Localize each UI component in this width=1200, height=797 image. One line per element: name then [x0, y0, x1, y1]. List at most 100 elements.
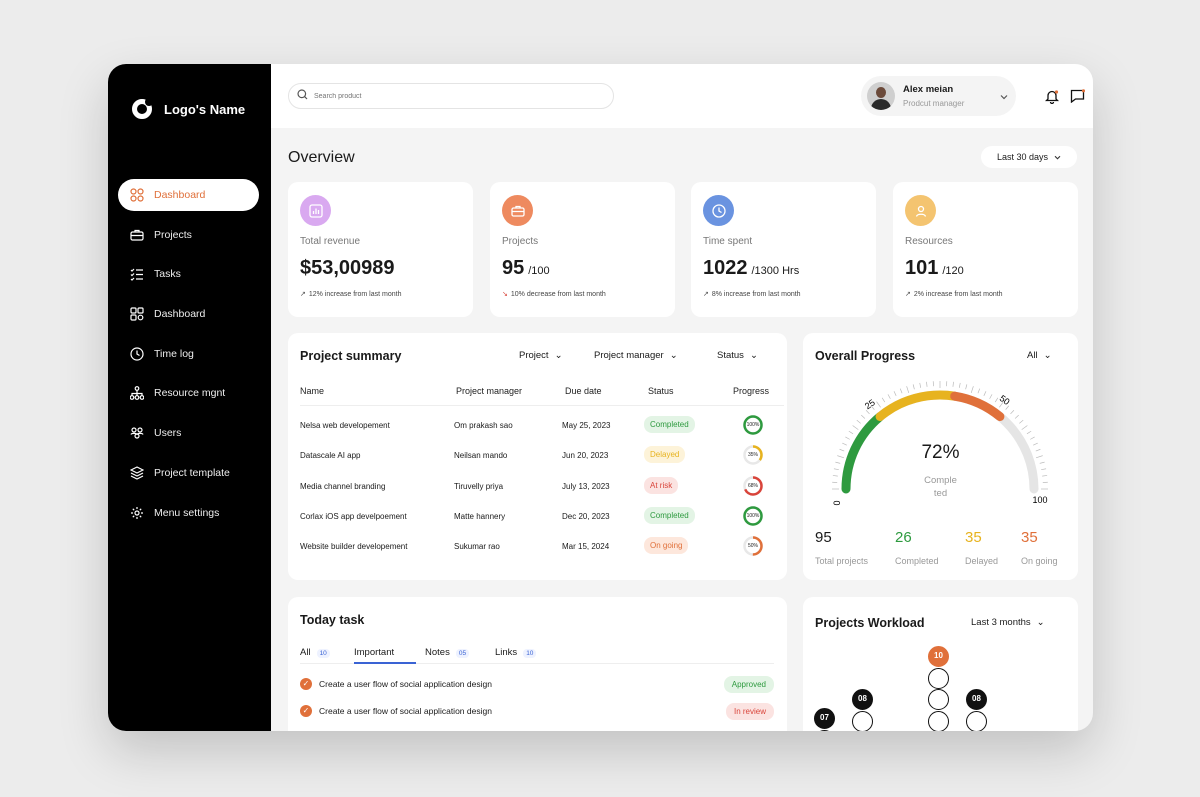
progress-label: 50%	[747, 543, 758, 550]
due-date: July 13, 2023	[562, 481, 610, 491]
workload-title: Projects Workload	[815, 616, 925, 630]
stat-trend-text: 10% decrease from last month	[510, 291, 606, 298]
status-badge: Delayed	[644, 446, 686, 464]
gauge-tick	[1039, 461, 1045, 464]
gauge-caption: Comple ted	[803, 474, 1078, 500]
check-circle-icon[interactable]: ✓	[300, 705, 312, 717]
stat-total: /100	[528, 265, 550, 277]
gauge-percent: 72%	[921, 442, 960, 463]
user-icon	[905, 195, 936, 226]
avatar	[867, 82, 895, 110]
project-filter[interactable]: Project ⌄	[519, 350, 563, 361]
briefcase-icon	[502, 195, 533, 226]
project-name: Nelsa web developement	[300, 421, 390, 430]
trend-up-icon: ↗	[703, 291, 709, 298]
table-row[interactable]: Corlax iOS app develpoement Matte hanner…	[300, 501, 784, 531]
workload-bubble-label[interactable]: 07	[814, 708, 835, 729]
stat-card: Projects 95/100 ↘ 10% decrease from last …	[490, 182, 675, 317]
stat-number: 101	[905, 257, 939, 279]
gauge-tick	[839, 448, 845, 452]
notification-bell-icon[interactable]	[1044, 88, 1060, 104]
gauge-tick	[833, 468, 839, 471]
date-range-select[interactable]: Last 30 days	[981, 146, 1077, 168]
sidebar-item-projects[interactable]: Projects	[118, 219, 259, 251]
due-date: Mar 15, 2024	[562, 542, 610, 552]
logo[interactable]: Logo's Name	[132, 98, 245, 119]
today-task-title: Today task	[300, 613, 365, 627]
sidebar-item-resource-mgnt[interactable]: Resource mgnt	[118, 377, 259, 409]
total-value: 35	[965, 529, 982, 546]
gauge-tick	[845, 436, 850, 440]
workload-bubble-label[interactable]: 10	[928, 646, 949, 667]
stat-trend: ↗ 12% increase from last month	[300, 290, 401, 298]
filter-label: Status	[717, 350, 744, 361]
project-manager: Tiruvelly priya	[454, 481, 504, 491]
gauge-tick	[837, 455, 845, 459]
search-input[interactable]	[314, 92, 594, 100]
status-badge: On going	[644, 537, 689, 555]
status-filter[interactable]: Status ⌄	[717, 350, 758, 361]
gauge-tick	[965, 384, 968, 390]
progress-ring: 35%	[742, 444, 764, 466]
tab-important[interactable]: Important	[354, 647, 394, 665]
tab-links[interactable]: Links 10	[495, 647, 537, 665]
project-manager-filter[interactable]: Project manager ⌄	[594, 350, 678, 361]
task-item[interactable]: ✓ Create a user flow of social applicati…	[300, 700, 774, 722]
sidebar-item-project-template[interactable]: Project template	[118, 457, 259, 489]
gauge-tick	[977, 388, 981, 394]
workload-bubble-label[interactable]: 08	[852, 689, 873, 710]
stat-number: 1022	[703, 257, 748, 279]
table-row[interactable]: Nelsa web developement Om prakash sao Ma…	[300, 410, 784, 440]
chevron-down-icon: ⌄	[554, 350, 563, 361]
project-manager: Om prakash sao	[454, 421, 513, 430]
project-summary-title: Project summary	[300, 349, 402, 363]
workload-bubble-label[interactable]: 08	[966, 689, 987, 710]
gauge-tick	[832, 475, 838, 477]
tab-label: Links	[495, 647, 518, 658]
table-row[interactable]: Datascale AI app Neilsan mando Jun 20, 2…	[300, 440, 784, 470]
due-date: May 25, 2023	[562, 421, 611, 430]
gauge-tick	[1041, 468, 1047, 471]
task-item[interactable]: ✓ Create a user flow of social applicati…	[300, 673, 774, 695]
tab-all[interactable]: All 10	[300, 647, 330, 665]
check-circle-icon[interactable]: ✓	[300, 678, 312, 690]
progress-ring: 100%	[742, 505, 764, 527]
workload-range-select[interactable]: Last 3 months ⌄	[971, 617, 1045, 628]
gauge-tick	[994, 397, 999, 403]
task-status-badge: Approved	[723, 675, 774, 693]
tab-notes[interactable]: Notes 05	[425, 647, 470, 665]
status-badge: At risk	[644, 476, 679, 494]
progress-label: 68%	[747, 482, 758, 489]
sidebar-item-users[interactable]: Users	[118, 417, 259, 449]
table-row[interactable]: Website builder developement Sukumar rao…	[300, 531, 784, 561]
user-menu[interactable]: Alex meian Prodcut manager	[861, 76, 1016, 116]
project-name: Media channel branding	[300, 481, 386, 491]
gauge-tick	[1021, 425, 1028, 430]
gauge-tick	[952, 381, 954, 387]
gauge-tick	[852, 425, 859, 430]
sidebar-item-tasks[interactable]: Tasks	[118, 258, 259, 290]
total-value: 26	[895, 529, 912, 546]
gauge-tick	[1042, 475, 1048, 477]
gauge-tick-label: 0	[832, 500, 842, 505]
table-row[interactable]: Media channel branding Tiruvelly priya J…	[300, 471, 784, 501]
gauge-tick	[899, 388, 903, 394]
progress-ring: 50%	[742, 535, 764, 557]
gauge-tick	[848, 430, 854, 435]
overall-progress-title: Overall Progress	[815, 349, 916, 363]
gauge-caption-line1: Comple	[924, 475, 957, 486]
gauge-tick	[861, 414, 866, 419]
sidebar-item-time-log[interactable]: Time log	[118, 338, 259, 370]
gauge-tick	[1035, 455, 1043, 459]
progress-filter[interactable]: All ⌄	[1027, 350, 1052, 361]
message-icon[interactable]	[1069, 88, 1085, 104]
sidebar-item-menu-settings[interactable]: Menu settings	[118, 497, 259, 529]
gauge-segment	[950, 391, 1005, 422]
gauge-tick	[1005, 405, 1010, 410]
sidebar-item-dashboard-settings[interactable]: Dashboard	[118, 298, 259, 330]
sidebar-item-dashboard[interactable]: Dashboard	[118, 179, 259, 211]
due-date: Jun 20, 2023	[562, 451, 609, 461]
chevron-down-icon	[1000, 87, 1008, 105]
sidebar-item-label: Dashboard	[154, 189, 206, 201]
sidebar: Logo's Name Dashboard Projects Tasks Das…	[108, 64, 271, 731]
